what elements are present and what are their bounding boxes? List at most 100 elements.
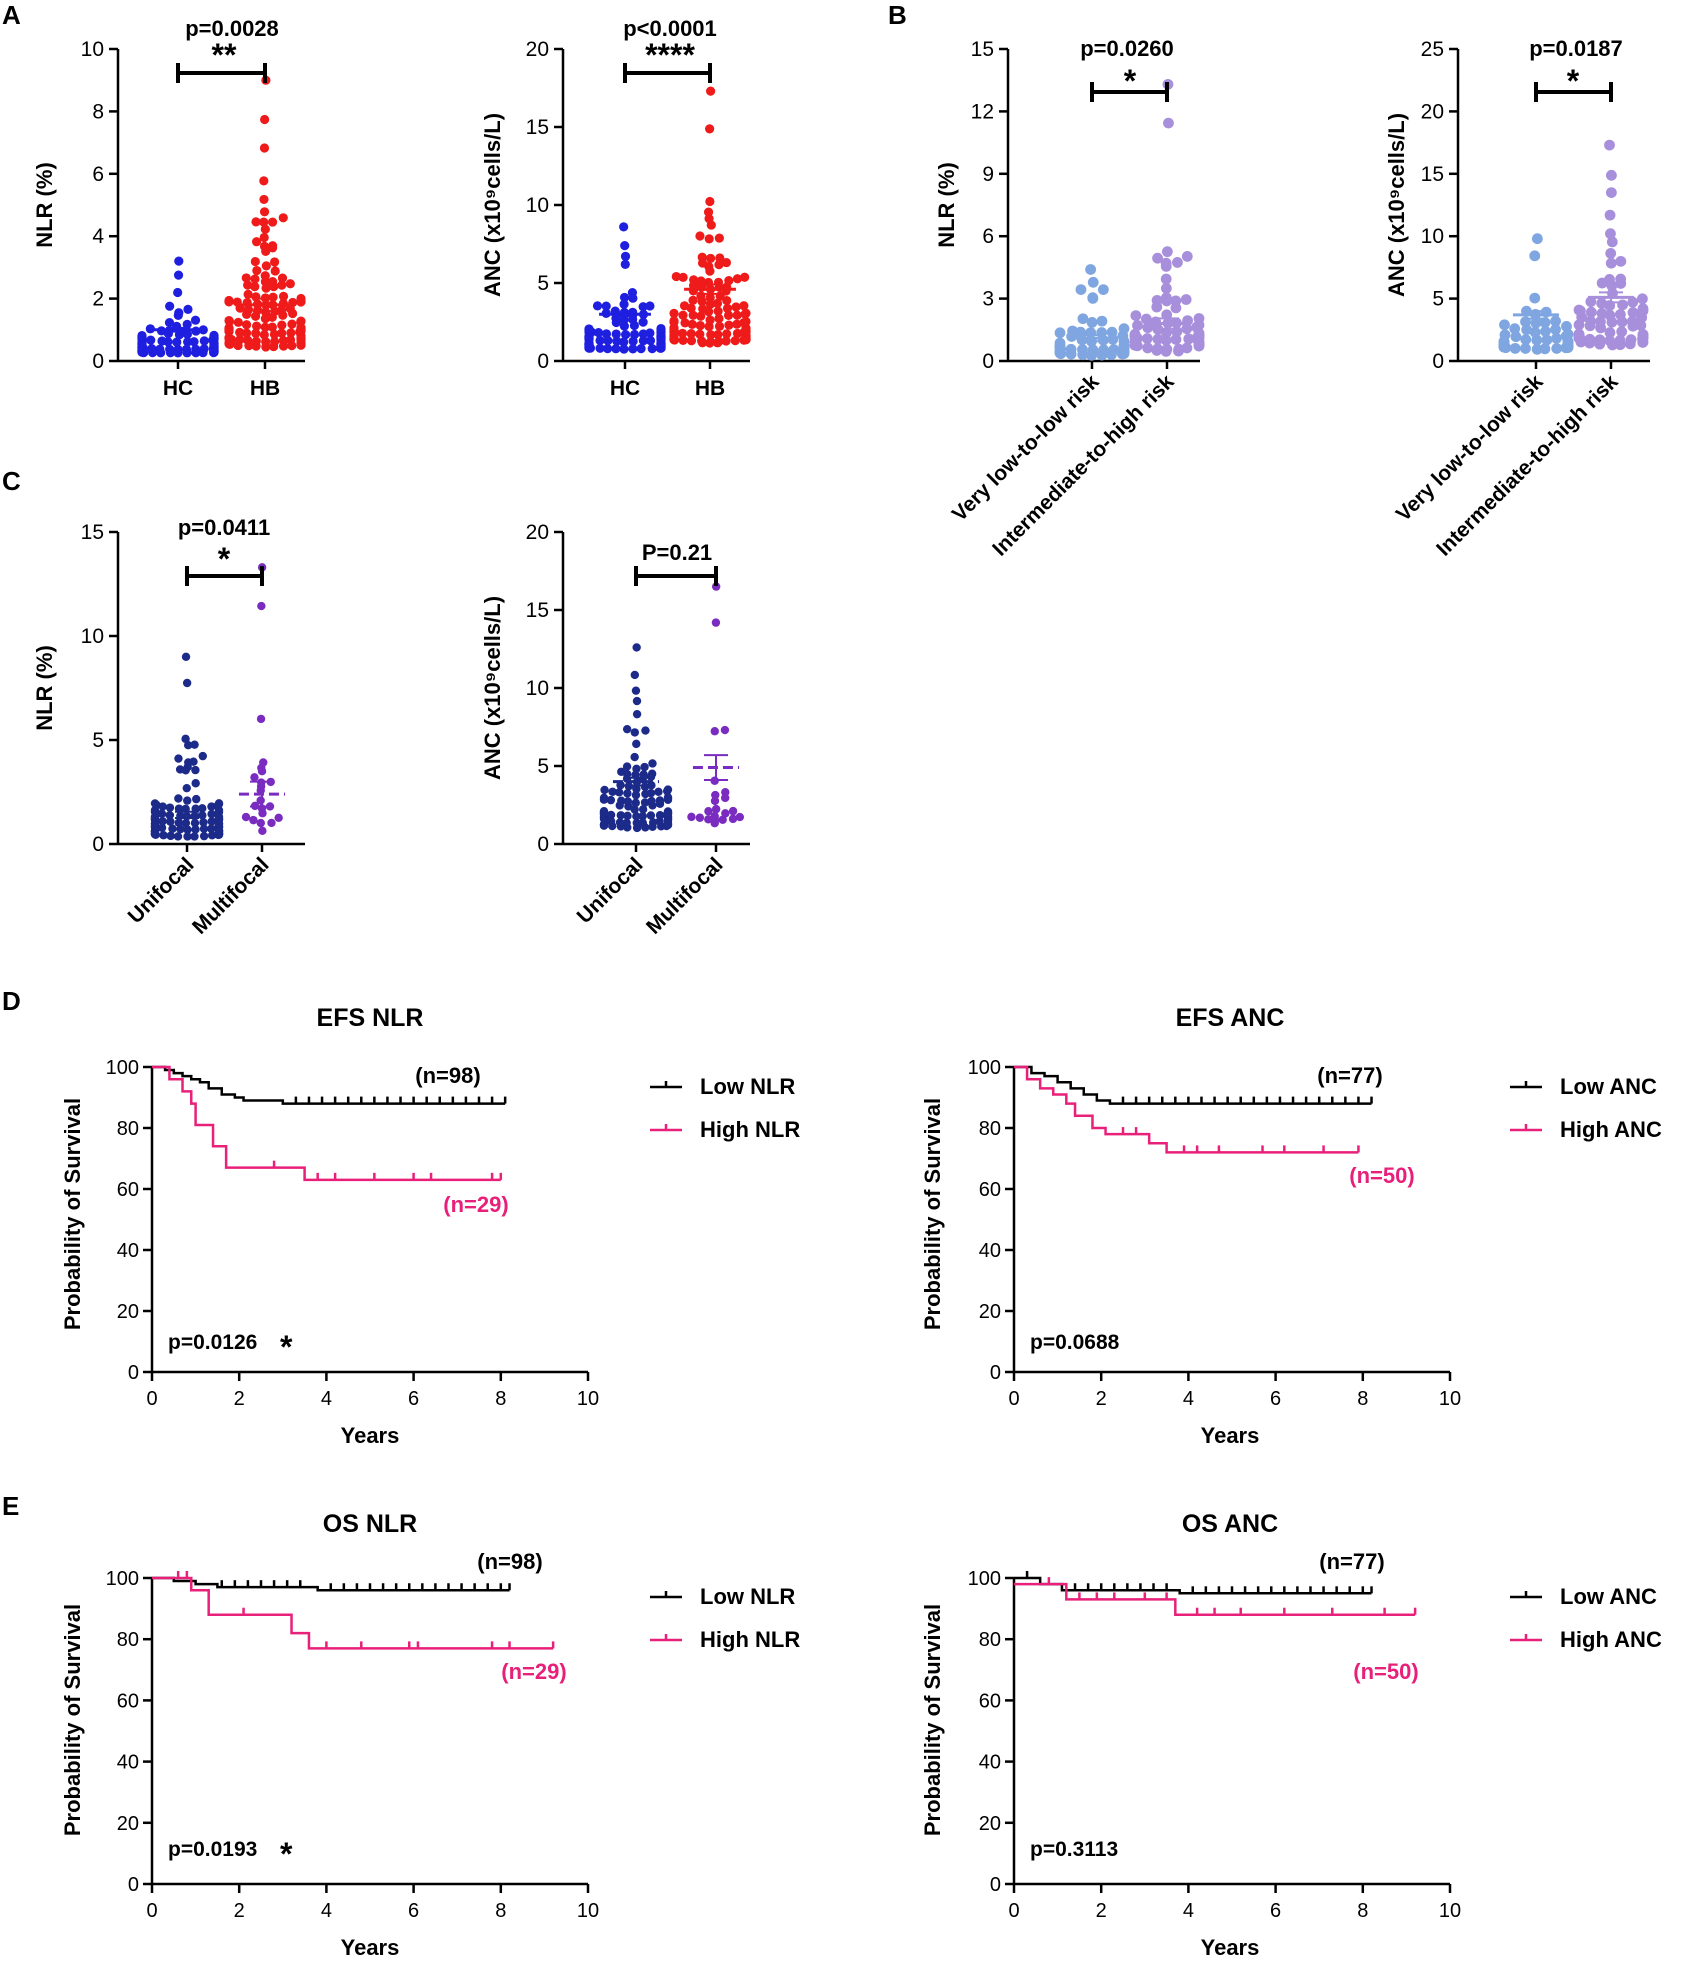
data-point [1529,326,1541,338]
km-e-os-nlr-curves [152,1571,555,1650]
data-point [628,336,638,346]
data-point [191,825,200,834]
km-d-efs-anc-title: EFS ANC [1176,1004,1285,1032]
data-point [1097,284,1109,296]
data-point [1140,313,1152,325]
data-point [174,754,183,763]
plot-c-nlr-yticks: 0 5 10 15 [81,521,120,856]
data-point [1573,304,1585,316]
data-point [190,832,199,841]
data-point [278,213,288,223]
data-point [705,299,716,309]
data-point [176,824,185,834]
data-point [1596,308,1608,319]
data-point [1604,327,1616,338]
data-point [620,259,630,269]
data-point [1172,257,1183,268]
data-point [172,337,182,347]
data-point [1635,320,1647,331]
data-point [1106,326,1118,338]
km-e-os-anc: OS ANC Probability of Survival Years 020… [920,1510,1461,1960]
data-point [277,273,288,283]
km-e-os-anc-ylabel: Probability of Survival [920,1604,945,1836]
data-point [695,329,705,339]
data-point [721,788,730,797]
data-point [721,257,732,268]
data-point [1520,343,1531,354]
data-point [190,740,199,749]
plot-b-nlr-means [1068,317,1191,343]
data-point [631,798,640,808]
data-point [1605,248,1617,259]
data-point [627,287,638,298]
data-point [207,809,216,819]
data-point [705,253,716,264]
data-point [593,327,604,338]
data-point [181,734,190,744]
km-d-efs-nlr-n-high: (n=29) [443,1192,508,1217]
data-point [1606,169,1617,181]
data-point [663,807,673,816]
data-point [669,316,679,326]
data-point [1096,315,1108,327]
km-e-os-nlr-title: OS NLR [323,1510,417,1538]
data-point [256,818,265,828]
km-e-os-nlr-n-high: (n=29) [501,1659,566,1684]
data-point [1550,324,1561,335]
km-d-efs-nlr-curves [152,1065,507,1182]
x-category-label: Multifocal [642,853,728,939]
data-point [647,343,657,354]
data-point [285,279,295,289]
data-point [739,301,749,311]
y-tick-label: 15 [81,521,104,544]
data-point [1129,328,1141,340]
y-tick-label: 0 [128,1362,139,1384]
km-e-os-anc-pvalue: p=0.3113 [1030,1838,1118,1861]
x-tick-label: 0 [1008,1388,1019,1410]
data-point [182,783,191,793]
data-point [718,815,727,824]
km-d-efs-anc-n-high: (n=50) [1349,1163,1414,1188]
km-e-os-anc-title: OS ANC [1182,1510,1278,1538]
data-point [1604,274,1615,285]
data-point [270,336,280,347]
data-point [1163,117,1174,129]
plot-a-anc-ylabel: ANC (x10⁹cells/L) [480,113,505,297]
plot-c-anc-ylabel: ANC (x10⁹cells/L) [480,596,505,780]
data-point [183,337,193,347]
data-point [1161,246,1173,258]
plot-a-anc-stars: **** [645,37,695,73]
data-point [224,315,234,326]
y-tick-label: 0 [537,350,549,373]
data-point [268,241,278,251]
y-tick-label: 10 [1421,225,1444,248]
data-point [655,796,665,805]
data-point [181,818,191,828]
x-tick-label: 4 [1183,1388,1194,1410]
data-point [741,316,751,327]
data-point [696,311,706,321]
data-point [592,301,603,311]
data-point [1617,299,1628,311]
km-e-os-nlr-yticks: 0 20 40 60 80 100 [106,1568,154,1896]
data-point [1585,296,1597,308]
y-tick-label: 0 [537,833,549,856]
data-point [1087,292,1099,304]
plot-a-anc-dots [584,86,751,354]
data-point [243,289,253,300]
data-point [165,344,175,354]
data-point [214,799,224,808]
data-point [189,757,198,766]
data-point [166,831,175,841]
data-point [286,328,296,338]
plot-c-nlr-ylabel: NLR (%) [32,645,57,731]
data-point [183,741,193,750]
data-point [259,217,269,227]
data-point [1539,343,1551,355]
data-point [157,336,167,346]
y-tick-label: 20 [117,1813,139,1835]
km-d-efs-anc-xticks: 0 2 4 6 8 10 [1008,1370,1461,1410]
km-e-os-nlr-ylabel: Probability of Survival [60,1604,85,1836]
data-point [1086,317,1098,328]
